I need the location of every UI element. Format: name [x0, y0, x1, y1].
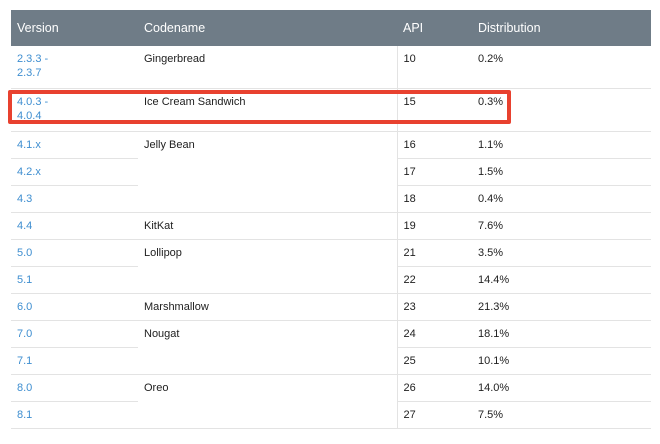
- version-link[interactable]: 4.3: [17, 193, 33, 205]
- version-link[interactable]: 7.0: [17, 328, 33, 340]
- api-cell: 15: [396, 88, 472, 132]
- table-row: 4.1.x Jelly Bean 16 1.1%: [11, 131, 651, 159]
- header-api: API: [397, 10, 472, 46]
- distribution-cell: 7.6%: [472, 212, 651, 240]
- distribution-cell: 21.3%: [472, 293, 651, 321]
- header-distribution: Distribution: [472, 10, 651, 46]
- codename-cell: Marshmallow: [138, 293, 397, 321]
- api-cell: 26: [396, 374, 472, 402]
- table-row: 4.0.3 - 4.0.4 Ice Cream Sandwich 15 0.3%: [11, 88, 651, 132]
- codename-cell: [138, 266, 397, 294]
- version-cell: 8.0: [11, 374, 138, 402]
- distribution-cell: 14.4%: [472, 266, 651, 294]
- version-cell: 2.3.3 - 2.3.7: [11, 46, 138, 89]
- codename-cell: Nougat: [144, 328, 180, 340]
- api-cell: 19: [396, 212, 472, 240]
- table-row: 2.3.3 - 2.3.7 Gingerbread 10 0.2%: [11, 46, 651, 89]
- header-row: Version Codename API Distribution: [11, 10, 651, 46]
- distribution-cell: 0.2%: [472, 46, 651, 89]
- api-cell: 10: [396, 46, 472, 89]
- table-row: 4.3 18 0.4%: [11, 185, 651, 213]
- api-cell: 22: [396, 266, 472, 294]
- version-link[interactable]: 2.3.3 - 2.3.7: [17, 53, 49, 79]
- table-row: 8.0 Oreo 26 14.0%: [11, 374, 651, 402]
- version-link[interactable]: 4.2.x: [17, 166, 41, 178]
- version-cell: 7.0: [11, 320, 138, 348]
- table-row: 5.1 22 14.4%: [11, 266, 651, 294]
- codename-cell: [138, 159, 397, 186]
- version-cell: 4.3: [11, 185, 138, 213]
- header-codename: Codename: [138, 10, 397, 46]
- android-distribution-table: Version Codename API Distribution 2.3.3 …: [11, 10, 651, 429]
- table-row: 4.2.x 17 1.5%: [11, 158, 651, 186]
- version-cell: 8.1: [11, 401, 138, 429]
- version-link[interactable]: 7.1: [17, 355, 33, 367]
- version-cell: 4.4: [11, 212, 138, 240]
- distribution-table-wrapper: Version Codename API Distribution 2.3.3 …: [11, 10, 651, 429]
- version-link[interactable]: 4.0.3 - 4.0.4: [17, 96, 49, 122]
- api-cell: 24: [396, 320, 472, 348]
- distribution-cell: 10.1%: [472, 347, 651, 375]
- version-link[interactable]: 4.1.x: [17, 139, 41, 151]
- table-row: 7.1 25 10.1%: [11, 347, 651, 375]
- version-cell: 4.2.x: [11, 158, 138, 186]
- version-link[interactable]: 8.0: [17, 382, 33, 394]
- version-cell: 5.1: [11, 266, 138, 294]
- version-cell: 7.1: [11, 347, 138, 375]
- api-cell: 17: [396, 158, 472, 186]
- table-row: 7.0 Nougat 24 18.1%: [11, 320, 651, 348]
- codename-cell: Lollipop: [144, 247, 182, 259]
- version-cell: 4.1.x: [11, 131, 138, 159]
- table-row: 6.0 Marshmallow 23 21.3%: [11, 293, 651, 321]
- codename-cell: [138, 347, 397, 375]
- table-row: 8.1 27 7.5%: [11, 401, 651, 429]
- distribution-cell: 18.1%: [472, 320, 651, 348]
- api-cell: 27: [396, 401, 472, 429]
- distribution-cell: 0.3%: [472, 88, 651, 132]
- codename-cell: Jelly Bean: [144, 139, 195, 151]
- version-cell: 5.0: [11, 239, 138, 267]
- table-row: 5.0 Lollipop 21 3.5%: [11, 239, 651, 267]
- table-body: 2.3.3 - 2.3.7 Gingerbread 10 0.2% 4.0.3 …: [11, 46, 651, 429]
- distribution-cell: 3.5%: [472, 239, 651, 267]
- api-cell: 21: [396, 239, 472, 267]
- version-cell: 4.0.3 - 4.0.4: [11, 88, 138, 132]
- version-link[interactable]: 6.0: [17, 301, 33, 313]
- codename-cell: Ice Cream Sandwich: [138, 88, 397, 132]
- version-link[interactable]: 8.1: [17, 409, 33, 421]
- api-cell: 25: [396, 347, 472, 375]
- distribution-cell: 7.5%: [472, 401, 651, 429]
- codename-cell: [138, 401, 397, 429]
- distribution-cell: 1.5%: [472, 158, 651, 186]
- api-cell: 23: [396, 293, 472, 321]
- version-cell: 6.0: [11, 293, 138, 321]
- header-version: Version: [11, 10, 138, 46]
- version-link[interactable]: 4.4: [17, 220, 33, 232]
- version-link[interactable]: 5.0: [17, 247, 33, 259]
- codename-cell: [138, 185, 397, 213]
- table-header: Version Codename API Distribution: [11, 10, 651, 46]
- distribution-cell: 0.4%: [472, 185, 651, 213]
- version-link[interactable]: 5.1: [17, 274, 33, 286]
- api-cell: 18: [396, 185, 472, 213]
- codename-cell: KitKat: [138, 212, 397, 240]
- api-cell: 16: [396, 131, 472, 159]
- table-row: 4.4 KitKat 19 7.6%: [11, 212, 651, 240]
- distribution-cell: 1.1%: [472, 131, 651, 159]
- codename-cell: Oreo: [144, 382, 169, 394]
- distribution-cell: 14.0%: [472, 374, 651, 402]
- codename-cell: Gingerbread: [138, 46, 397, 89]
